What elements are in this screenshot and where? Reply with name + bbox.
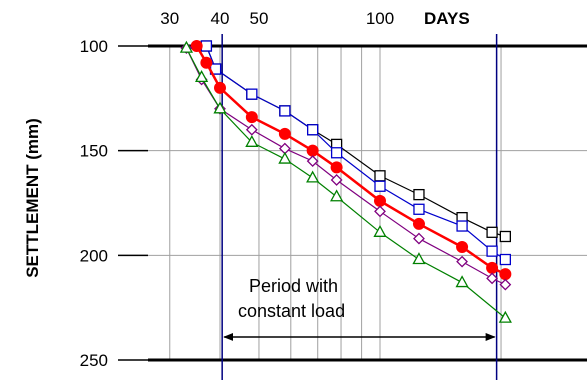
y-axis-title: SETTLEMENT (mm) (23, 118, 42, 278)
y-tick-label: 100 (80, 37, 108, 56)
data-point-diamond (486, 272, 498, 285)
data-point-circle (200, 56, 213, 69)
x-tick-label: 100 (366, 9, 394, 28)
data-point-diamond (374, 205, 386, 218)
x-tick-label: 50 (250, 9, 269, 28)
data-point-circle (306, 144, 319, 157)
data-point-circle (278, 127, 291, 140)
data-point-circle (330, 161, 343, 174)
annotation-text-line2: constant load (238, 301, 345, 321)
series-3 (190, 40, 512, 281)
data-point-circle (412, 217, 425, 230)
data-point-square (279, 105, 291, 117)
data-point-circle (486, 261, 499, 274)
data-point-triangle (278, 151, 292, 164)
data-point-square (374, 170, 386, 182)
data-point-triangle (455, 275, 469, 288)
data-point-triangle (498, 310, 512, 323)
reference-lines (221, 34, 498, 380)
annotation: Period with constant load (223, 276, 496, 341)
data-point-diamond (499, 278, 512, 291)
data-point-square (456, 220, 468, 232)
series-line (185, 47, 506, 319)
y-tick-label: 250 (80, 351, 108, 370)
x-axis-title: DAYS (424, 9, 470, 28)
data-point-square (486, 226, 498, 238)
data-point-diamond (456, 255, 468, 268)
data-point-square (246, 88, 258, 100)
data-point-square (499, 230, 511, 243)
x-tick-label: 30 (160, 9, 179, 28)
data-point-triangle (306, 170, 320, 183)
data-point-circle (456, 240, 469, 253)
data-point-triangle (330, 189, 344, 202)
axis-labels: DAYS SETTLEMENT (mm) (23, 9, 470, 278)
series-group (179, 40, 512, 323)
series-line (195, 45, 506, 276)
y-tick-label: 150 (80, 142, 108, 161)
series-2 (200, 40, 511, 266)
y-tick-label: 200 (80, 246, 108, 265)
data-point-circle (245, 111, 258, 124)
data-point-square (307, 124, 319, 136)
annotation-text-line1: Period with (249, 276, 338, 296)
data-point-square (413, 203, 425, 215)
axes: 100 150 200 250 30 40 50 100 (80, 9, 587, 370)
data-point-circle (374, 194, 386, 207)
series-1 (200, 40, 511, 243)
data-point-triangle (213, 101, 227, 114)
data-point-triangle (245, 134, 259, 147)
data-point-diamond (413, 232, 425, 245)
data-point-diamond (245, 123, 258, 136)
data-point-circle (214, 81, 226, 94)
data-point-circle (190, 40, 203, 52)
data-point-triangle (412, 252, 426, 265)
data-point-triangle (373, 224, 387, 237)
x-tick-label: 40 (211, 9, 230, 28)
data-point-square (413, 188, 425, 201)
series-5 (179, 40, 512, 323)
data-point-square (330, 147, 343, 159)
data-point-diamond (330, 174, 343, 186)
data-point-square (499, 253, 511, 266)
data-point-diamond (306, 155, 319, 168)
data-point-triangle (179, 40, 194, 53)
data-point-square (200, 40, 213, 52)
data-point-square (486, 245, 498, 257)
data-point-square (374, 180, 386, 192)
data-point-circle (499, 268, 512, 281)
data-point-triangle (195, 70, 209, 83)
